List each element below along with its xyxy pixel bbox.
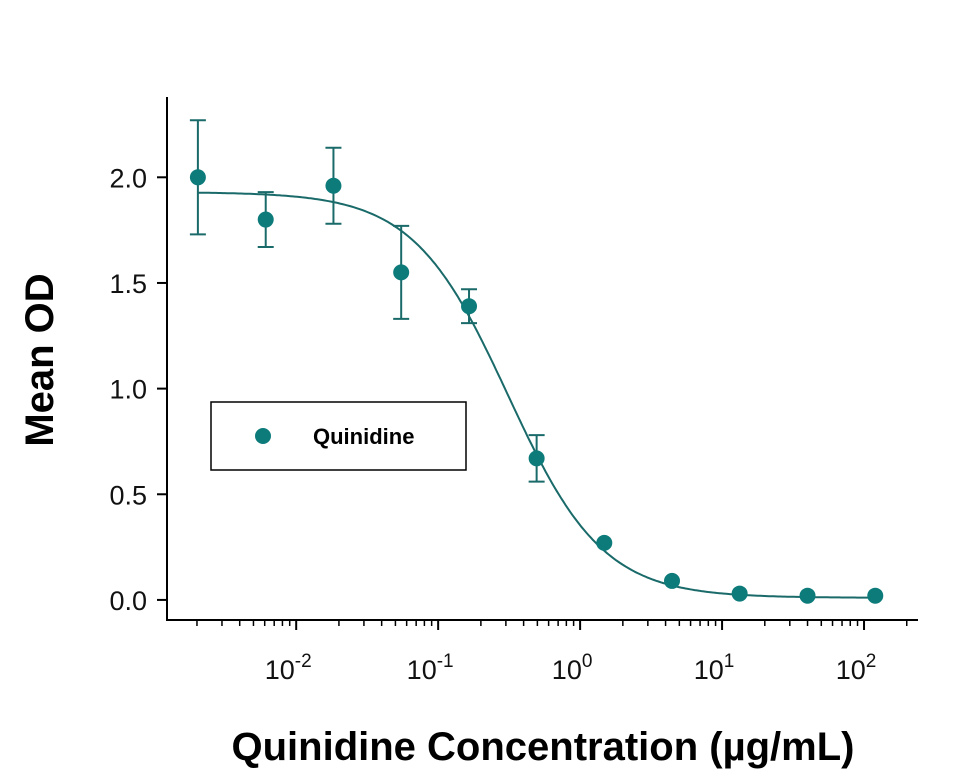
x-ticks: 10-2 10-1 100 101 102 <box>196 620 908 685</box>
fit-curve-group <box>197 191 876 599</box>
data-point <box>325 177 342 194</box>
x-tick-exponent: 2 <box>866 651 877 672</box>
y-tick-label: 2.0 <box>109 163 147 193</box>
data-point <box>528 450 545 467</box>
y-tick-label: 0.5 <box>109 480 147 510</box>
data-point <box>257 211 274 228</box>
data-point <box>461 298 478 315</box>
fit-curve <box>197 191 876 599</box>
x-tick-exponent: -1 <box>437 651 454 672</box>
legend-marker <box>255 428 271 444</box>
x-tick-label: 100 <box>552 651 593 685</box>
y-axis-title: Mean OD <box>18 273 62 446</box>
x-tick-base: 10 <box>407 655 437 685</box>
y-ticks: 0.0 0.5 1.0 1.5 2.0 <box>109 163 167 616</box>
data-point <box>799 587 816 604</box>
x-tick-base: 10 <box>552 655 582 685</box>
x-tick-label: 10-2 <box>265 651 312 685</box>
axes <box>166 97 918 621</box>
x-tick-label: 10-1 <box>407 651 454 685</box>
data-point <box>664 572 681 589</box>
x-tick-base: 10 <box>694 655 724 685</box>
data-point <box>596 534 613 551</box>
x-axis-title: Quinidine Concentration (µg/mL) <box>231 725 854 769</box>
x-tick-exponent: -2 <box>295 651 312 672</box>
x-tick-base: 10 <box>836 655 866 685</box>
data-points-group <box>189 119 884 604</box>
data-point <box>189 169 206 186</box>
x-tick-exponent: 0 <box>582 651 593 672</box>
data-point <box>731 585 748 602</box>
x-tick-exponent: 1 <box>724 651 735 672</box>
legend-label: Quinidine <box>313 424 414 449</box>
y-tick-label: 1.5 <box>109 269 147 299</box>
x-tick-base: 10 <box>265 655 295 685</box>
y-tick-label: 0.0 <box>109 586 147 616</box>
legend: Quinidine <box>210 401 467 471</box>
data-point <box>393 264 410 281</box>
x-tick-label: 101 <box>694 651 735 685</box>
x-tick-label: 102 <box>836 651 877 685</box>
legend-box <box>210 401 467 471</box>
data-point <box>867 587 884 604</box>
y-tick-label: 1.0 <box>109 375 147 405</box>
